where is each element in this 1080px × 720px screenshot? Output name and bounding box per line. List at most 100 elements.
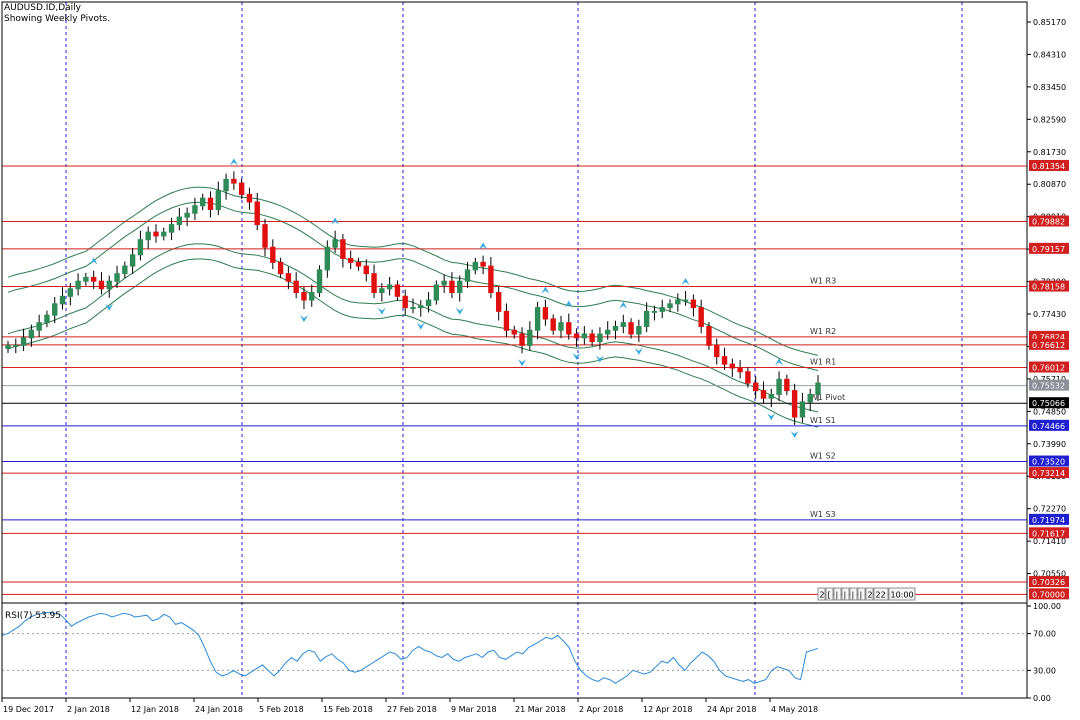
candle[interactable] [667,299,673,313]
toolbar-button[interactable]: 22 [873,587,889,601]
candle[interactable] [44,310,50,328]
candle[interactable] [488,257,494,299]
candle[interactable] [410,298,416,314]
candle[interactable] [776,371,782,402]
toolbar-button[interactable]: 10:00 [888,587,916,601]
candle[interactable] [106,275,112,298]
candle[interactable] [270,239,276,270]
candle[interactable] [67,283,74,306]
toolbar-button[interactable]: 2 [865,587,874,601]
candle[interactable] [207,191,214,218]
candle[interactable] [394,280,401,301]
candle[interactable] [706,321,712,350]
candle[interactable] [745,367,751,388]
candle[interactable] [36,314,42,338]
candle[interactable] [13,338,19,354]
candle[interactable] [589,329,595,347]
candle[interactable] [324,240,331,278]
candle[interactable] [355,257,362,271]
candle[interactable] [386,277,393,296]
candle[interactable] [363,259,369,282]
candle[interactable] [98,272,105,295]
candle[interactable] [457,275,463,302]
candle[interactable] [83,272,89,286]
candle[interactable] [784,374,790,396]
candle[interactable] [799,392,806,423]
candle[interactable] [200,193,206,211]
candle[interactable] [729,358,736,378]
candle[interactable] [52,297,58,324]
candle[interactable] [449,272,455,299]
candle[interactable] [768,388,774,408]
candle[interactable] [651,305,658,321]
candle[interactable] [480,255,486,275]
candle[interactable] [238,178,245,199]
candle[interactable] [254,192,260,231]
candle[interactable] [519,327,525,354]
candle[interactable] [161,227,167,241]
toolbar-button[interactable]: 2 [817,587,826,601]
candle[interactable] [760,381,767,404]
candle[interactable] [90,270,97,290]
candle[interactable] [153,224,159,243]
candle[interactable] [215,181,221,216]
candle[interactable] [168,217,175,241]
candle[interactable] [566,313,572,340]
candle[interactable] [301,286,307,310]
candle[interactable] [316,265,323,298]
candle[interactable] [698,299,704,334]
candle[interactable] [347,250,354,270]
rsi-panel[interactable]: RSI(7) 53.95 100.00 70.00 30.00 0.00 [1,602,1061,703]
candle[interactable] [277,257,284,279]
candle[interactable] [176,207,183,231]
candle[interactable] [246,187,253,210]
candle[interactable] [192,197,198,221]
candle[interactable] [464,261,471,288]
candle[interactable] [223,173,229,200]
time-axis[interactable]: 19 Dec 2017 2 Jan 2018 12 Jan 2018 24 Jan 2… [1,698,818,714]
candle[interactable] [807,388,813,411]
candle[interactable] [558,315,564,339]
candle[interactable] [752,376,759,399]
candle[interactable] [815,375,821,402]
candle[interactable] [534,301,541,340]
candle[interactable] [20,328,27,351]
candle[interactable] [371,264,377,299]
candle[interactable] [620,314,626,334]
toolbar-button[interactable]: | [857,587,866,601]
candle[interactable] [293,272,299,299]
candle[interactable] [418,300,424,317]
candle[interactable] [262,218,268,257]
candle[interactable] [737,360,743,379]
candle[interactable] [643,302,650,333]
candle[interactable] [628,318,634,339]
candle[interactable] [527,321,533,351]
candle[interactable] [573,328,580,347]
candles[interactable] [5,171,821,425]
price-axis[interactable]: 0.85170 0.84310 0.83450 0.82590 0.81730 0.808… [1027,18,1069,600]
candle[interactable] [402,289,408,316]
candle[interactable] [675,293,681,312]
candle[interactable] [145,226,151,249]
candle[interactable] [636,319,642,342]
toolbar-button[interactable]: | [833,587,842,601]
candle[interactable] [137,230,144,261]
candle[interactable] [28,324,35,347]
candle[interactable] [129,247,136,275]
candle[interactable] [682,291,689,306]
toolbar-button[interactable]: | [849,587,858,601]
candle[interactable] [714,338,720,365]
candle[interactable] [309,284,315,307]
mini-toolbar[interactable]: 2[| | | | 2 22 10:00 [817,587,916,601]
candle[interactable] [690,294,697,317]
candle[interactable] [379,283,385,302]
candle[interactable] [542,299,549,326]
candle[interactable] [612,320,619,340]
candle[interactable] [184,207,190,227]
candle[interactable] [581,326,588,345]
candle[interactable] [605,321,611,340]
toolbar-button[interactable]: | [841,587,850,601]
candle[interactable] [597,327,603,350]
candle[interactable] [791,383,798,425]
